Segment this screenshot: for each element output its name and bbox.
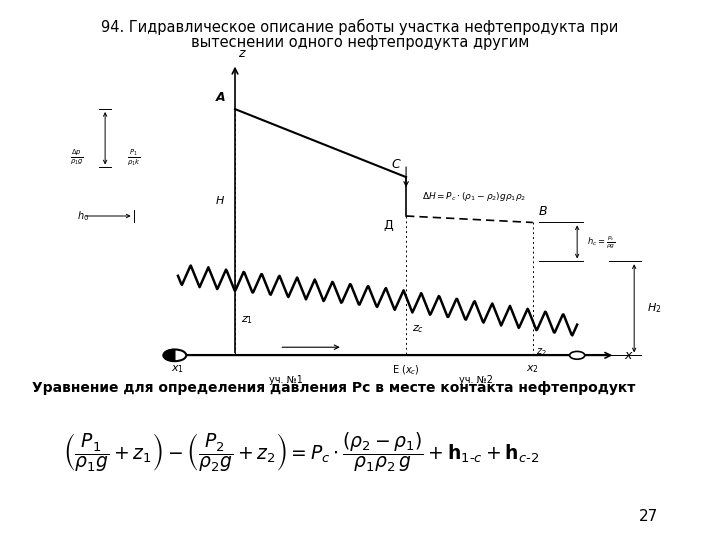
Polygon shape [163,349,175,361]
Text: $z_2$: $z_2$ [536,346,546,358]
Circle shape [163,349,186,361]
Text: A: A [216,91,225,104]
Text: B: B [539,205,548,218]
Text: уч. №2: уч. №2 [459,375,492,385]
Text: x: x [625,349,632,362]
Text: $\Delta H = P_c \cdot (\rho_1 - \rho_2) g \rho_1 \rho_2$: $\Delta H = P_c \cdot (\rho_1 - \rho_2) … [422,190,526,203]
Text: C: C [391,158,400,171]
Text: $z_1$: $z_1$ [241,314,253,326]
Text: $\frac{\Delta p}{\rho_1 g}$: $\frac{\Delta p}{\rho_1 g}$ [70,148,84,167]
Text: $x_2$: $x_2$ [526,363,539,375]
Circle shape [570,352,585,359]
Text: уч. №1: уч. №1 [269,375,302,385]
Text: z: z [238,48,245,60]
Text: $z_c$: $z_c$ [413,323,425,335]
Text: вытеснении одного нефтепродукта другим: вытеснении одного нефтепродукта другим [191,35,529,50]
Text: $x_1$: $x_1$ [171,363,184,375]
Text: $\left(\dfrac{P_1}{\rho_1 g}+z_1\right)-\left(\dfrac{P_2}{\rho_2 g}+z_2\right)=P: $\left(\dfrac{P_1}{\rho_1 g}+z_1\right)-… [63,430,539,474]
Text: $H$: $H$ [215,194,225,206]
Text: Уравнение для определения давления Рс в месте контакта нефтепродукт: Уравнение для определения давления Рс в … [32,381,636,395]
Text: $H_2$: $H_2$ [647,301,662,315]
Text: $h_c = \frac{p_c}{\rho g}$: $h_c = \frac{p_c}{\rho g}$ [587,234,615,249]
Text: $h_0$: $h_0$ [77,209,89,223]
Text: 27: 27 [639,509,657,524]
Text: 94. Гидравлическое описание работы участка нефтепродукта при: 94. Гидравлическое описание работы участ… [102,19,618,35]
Text: Д: Д [384,219,393,232]
Text: $\frac{P_1}{\rho_1 k}$: $\frac{P_1}{\rho_1 k}$ [127,147,140,168]
Text: E $(x_c)$: E $(x_c)$ [392,363,420,377]
